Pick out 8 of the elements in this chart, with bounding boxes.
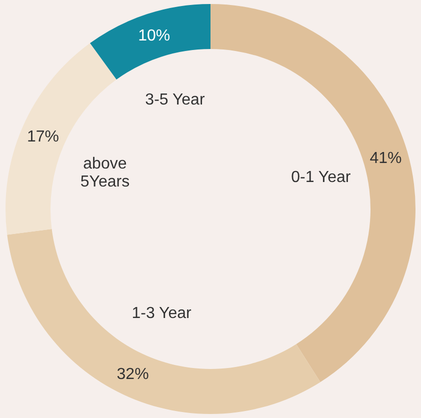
slice-label: 0-1 Year [291,168,352,186]
slice-label: above 5Years [80,155,130,190]
slice-label: 3-5 Year [145,92,206,109]
data-label: 32% [116,366,149,384]
data-label: 41% [370,150,402,168]
data-label: 17% [26,128,60,146]
slice-label: 1-3 Year [132,305,192,322]
data-label: 10% [138,27,170,44]
